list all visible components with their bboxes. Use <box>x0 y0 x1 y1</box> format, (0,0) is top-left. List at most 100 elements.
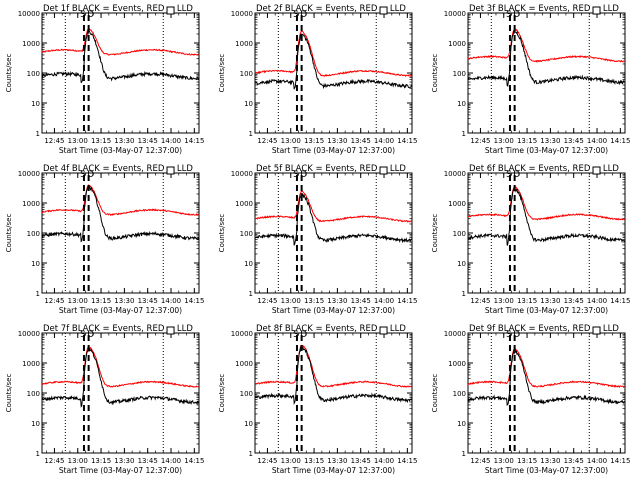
x-tick-label: 13:00 <box>494 137 514 145</box>
y-tick-label: 100 <box>240 390 253 398</box>
panel-title: Det 1f BLACK = Events, RED = LLD <box>43 4 193 14</box>
end-marker-box <box>592 6 601 15</box>
series-events <box>254 33 413 90</box>
x-tick-label: 13:30 <box>114 457 134 465</box>
x-tick-label: 13:30 <box>114 297 134 305</box>
y-tick-label: 1000 <box>235 200 253 208</box>
x-tick-label: 13:45 <box>564 137 584 145</box>
x-tick-label: 13:45 <box>564 457 584 465</box>
x-tick-label: 13:15 <box>517 457 537 465</box>
y-tick-label: 1 <box>249 290 253 298</box>
x-tick-label: 14:00 <box>161 457 181 465</box>
x-axis-label: Start Time (03-May-07 12:37:00) <box>59 306 182 315</box>
y-tick-label: 1000 <box>22 360 40 368</box>
panel-title: Det 4f BLACK = Events, RED = LLD <box>43 164 193 174</box>
series-lld <box>467 186 626 221</box>
y-tick-label: 1 <box>462 130 466 138</box>
y-tick-label: 100 <box>240 230 253 238</box>
series-lld <box>41 345 199 388</box>
y-tick-label: 10000 <box>18 170 40 178</box>
x-tick-label: 13:15 <box>91 457 111 465</box>
y-tick-label: 10000 <box>231 170 253 178</box>
y-tick-label: 1000 <box>22 200 40 208</box>
y-tick-label: 1000 <box>235 360 253 368</box>
y-tick-label: 10 <box>31 260 40 268</box>
x-tick-label: 14:00 <box>374 457 394 465</box>
x-tick-label: 13:00 <box>281 457 301 465</box>
end-marker-box <box>379 326 388 335</box>
x-tick-label: 14:15 <box>184 297 204 305</box>
x-tick-label: 13:15 <box>304 457 324 465</box>
x-tick-label: 13:15 <box>91 297 111 305</box>
x-tick-label: 14:00 <box>161 297 181 305</box>
panel-9: Det 9f BLACK = Events, RED = LLD Counts/s… <box>431 324 630 475</box>
x-tick-label: 12:45 <box>44 137 64 145</box>
y-tick-label: 10 <box>457 260 466 268</box>
x-tick-label: 13:00 <box>494 297 514 305</box>
x-tick-label: 13:30 <box>327 297 347 305</box>
y-tick-label: 100 <box>27 230 40 238</box>
panel-4: Det 4f BLACK = Events, RED = LLD Counts/s… <box>5 164 204 315</box>
y-tick-label: 10000 <box>231 330 253 338</box>
panel-title: Det 2f BLACK = Events, RED = LLD <box>256 4 406 14</box>
y-tick-label: 10 <box>31 100 40 108</box>
y-axis-label: Counts/sec <box>431 374 439 413</box>
y-tick-label: 10 <box>457 420 466 428</box>
x-tick-label: 14:00 <box>587 137 607 145</box>
x-tick-label: 13:30 <box>540 137 560 145</box>
y-tick-label: 10 <box>244 100 253 108</box>
y-axis-label: Counts/sec <box>218 214 226 253</box>
panel-title: Det 6f BLACK = Events, RED = LLD <box>469 164 619 174</box>
x-axis-label: Start Time (03-May-07 12:37:00) <box>59 146 182 155</box>
panel-title: Det 5f BLACK = Events, RED = LLD <box>256 164 406 174</box>
x-tick-label: 12:45 <box>470 137 490 145</box>
y-axis-label: Counts/sec <box>5 54 13 93</box>
series-lld <box>41 184 199 217</box>
marker-label-d: D <box>87 170 94 180</box>
panel-5: Det 5f BLACK = Events, RED = LLD Counts/s… <box>218 164 417 315</box>
series-events <box>41 185 200 243</box>
x-tick-label: 12:45 <box>44 457 64 465</box>
x-tick-label: 13:15 <box>304 137 324 145</box>
series-lld <box>254 190 412 223</box>
marker-label-d: D <box>87 10 94 20</box>
series-events <box>41 30 200 84</box>
y-tick-label: 100 <box>27 70 40 78</box>
x-tick-label: 13:30 <box>327 137 347 145</box>
x-tick-label: 14:15 <box>397 297 417 305</box>
y-tick-label: 1 <box>249 130 253 138</box>
series-events <box>254 346 413 405</box>
end-marker-box <box>166 6 175 15</box>
series-events <box>467 348 625 406</box>
x-axis-label: Start Time (03-May-07 12:37:00) <box>272 466 395 475</box>
series-lld <box>467 348 625 389</box>
series-lld <box>467 28 625 63</box>
x-axis-label: Start Time (03-May-07 12:37:00) <box>59 466 182 475</box>
x-tick-label: 12:45 <box>257 457 277 465</box>
panel-title: Det 7f BLACK = Events, RED = LLD <box>43 324 193 334</box>
x-tick-label: 13:15 <box>91 137 111 145</box>
x-tick-label: 14:00 <box>374 137 394 145</box>
panel-7: Det 7f BLACK = Events, RED = LLD Counts/s… <box>5 324 204 475</box>
x-tick-label: 13:45 <box>351 457 371 465</box>
x-tick-label: 13:15 <box>517 297 537 305</box>
y-tick-label: 100 <box>453 230 466 238</box>
y-tick-label: 10 <box>31 420 40 428</box>
end-marker-box <box>592 326 601 335</box>
y-tick-label: 10000 <box>444 330 466 338</box>
y-tick-label: 10 <box>244 420 253 428</box>
x-tick-label: 13:30 <box>540 297 560 305</box>
x-axis-label: Start Time (03-May-07 12:37:00) <box>485 146 608 155</box>
y-tick-label: 100 <box>453 390 466 398</box>
y-axis-label: Counts/sec <box>218 54 226 93</box>
y-tick-label: 1000 <box>448 200 466 208</box>
x-tick-label: 14:15 <box>397 457 417 465</box>
x-tick-label: 13:45 <box>138 457 158 465</box>
x-tick-label: 14:00 <box>587 457 607 465</box>
series-lld <box>254 30 413 78</box>
x-tick-label: 13:00 <box>68 457 88 465</box>
y-tick-label: 1 <box>249 450 253 458</box>
y-tick-label: 10000 <box>18 330 40 338</box>
x-tick-label: 14:15 <box>184 457 204 465</box>
x-axis-label: Start Time (03-May-07 12:37:00) <box>485 466 608 475</box>
